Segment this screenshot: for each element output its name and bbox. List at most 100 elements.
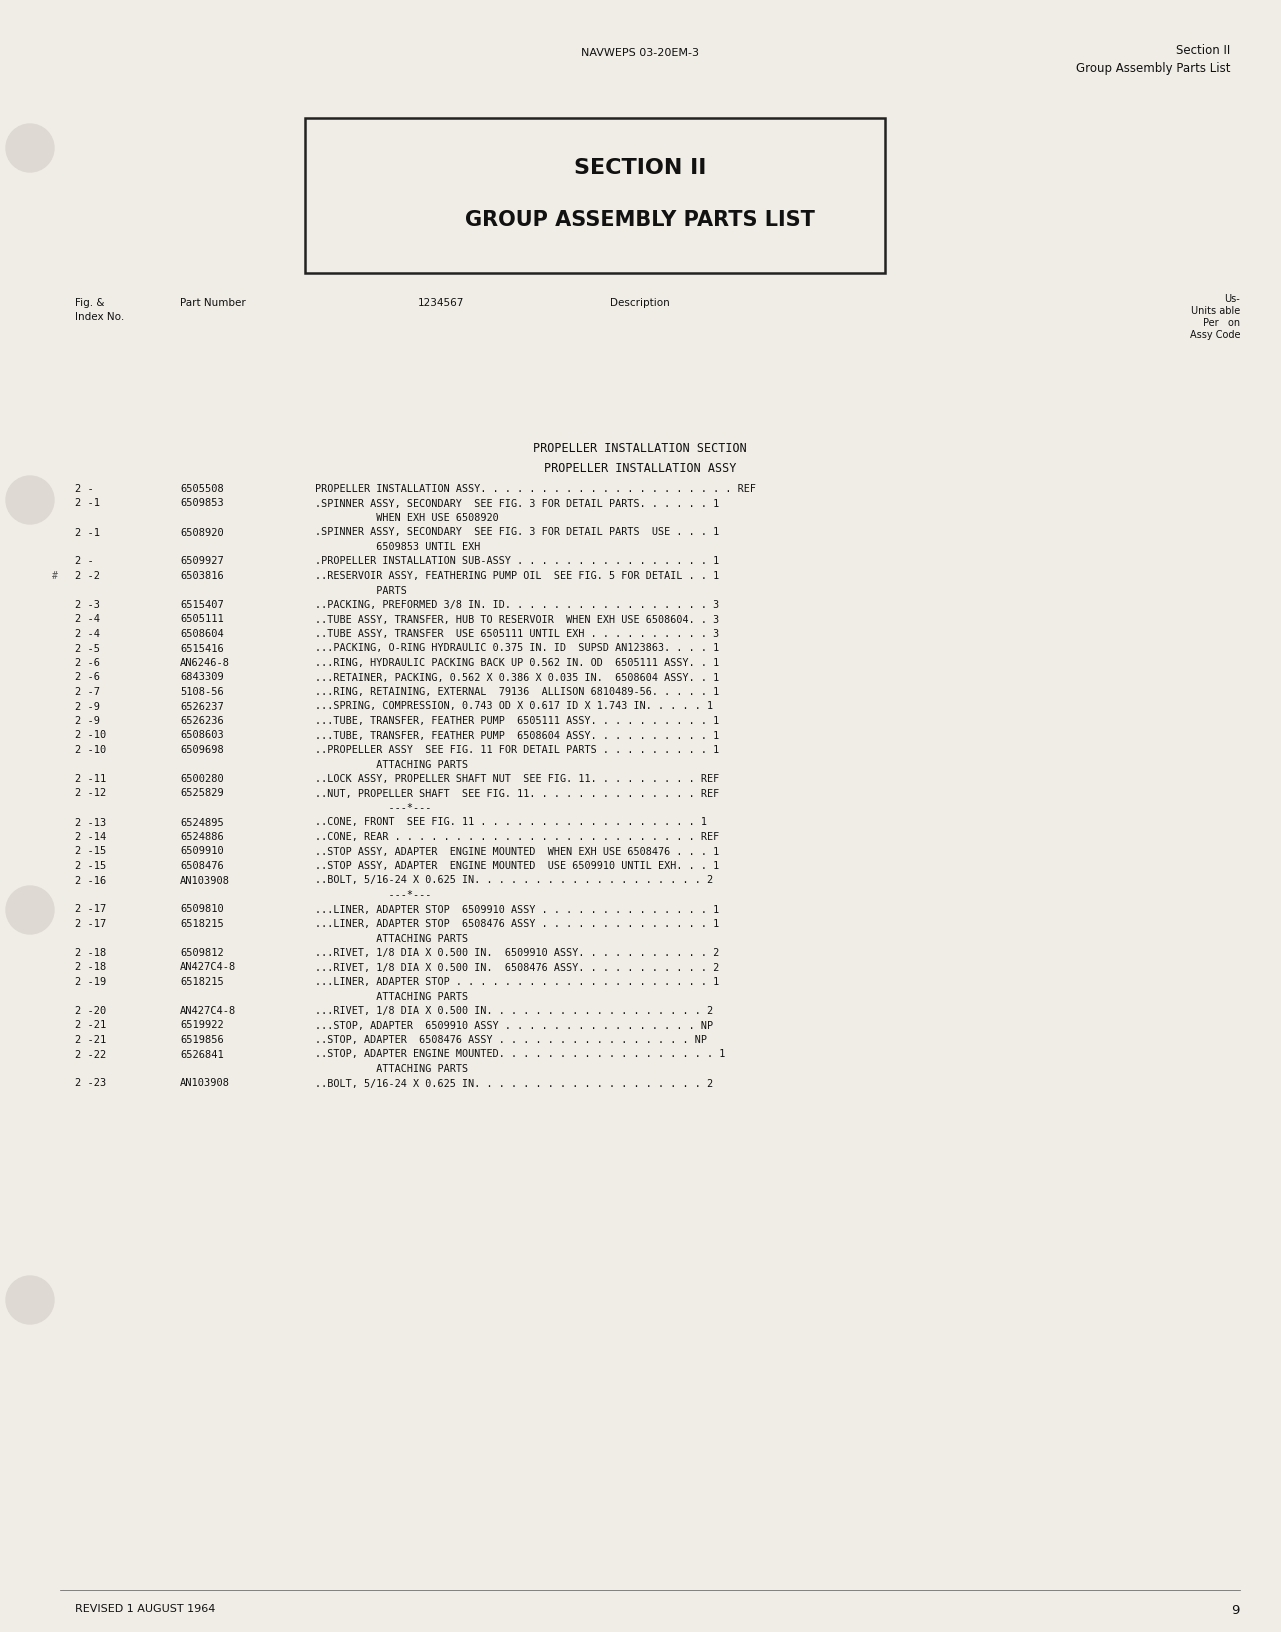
Text: 2 -1: 2 -1 bbox=[76, 527, 100, 537]
Text: Units able: Units able bbox=[1191, 307, 1240, 317]
Text: ..STOP, ADAPTER  6508476 ASSY . . . . . . . . . . . . . . . . NP: ..STOP, ADAPTER 6508476 ASSY . . . . . .… bbox=[315, 1035, 707, 1044]
Text: 2 -: 2 - bbox=[76, 485, 94, 494]
Text: ...RETAINER, PACKING, 0.562 X 0.386 X 0.035 IN.  6508604 ASSY. . 1: ...RETAINER, PACKING, 0.562 X 0.386 X 0.… bbox=[315, 672, 719, 682]
Text: .SPINNER ASSY, SECONDARY  SEE FIG. 3 FOR DETAIL PARTS  USE . . . 1: .SPINNER ASSY, SECONDARY SEE FIG. 3 FOR … bbox=[315, 527, 719, 537]
Text: 6525829: 6525829 bbox=[181, 788, 224, 798]
Text: 6500280: 6500280 bbox=[181, 774, 224, 783]
Text: 6505508: 6505508 bbox=[181, 485, 224, 494]
Text: .SPINNER ASSY, SECONDARY  SEE FIG. 3 FOR DETAIL PARTS. . . . . . 1: .SPINNER ASSY, SECONDARY SEE FIG. 3 FOR … bbox=[315, 498, 719, 509]
Text: 2 -1: 2 -1 bbox=[76, 498, 100, 509]
Text: AN103908: AN103908 bbox=[181, 875, 231, 886]
Text: 2 -2: 2 -2 bbox=[76, 571, 100, 581]
Text: ...RIVET, 1/8 DIA X 0.500 IN.  6509910 ASSY. . . . . . . . . . . 2: ...RIVET, 1/8 DIA X 0.500 IN. 6509910 AS… bbox=[315, 948, 719, 958]
Text: ..TUBE ASSY, TRANSFER  USE 6505111 UNTIL EXH . . . . . . . . . . 3: ..TUBE ASSY, TRANSFER USE 6505111 UNTIL … bbox=[315, 628, 719, 640]
Text: ...PACKING, O-RING HYDRAULIC 0.375 IN. ID  SUPSD AN123863. . . . 1: ...PACKING, O-RING HYDRAULIC 0.375 IN. I… bbox=[315, 643, 719, 653]
Text: 9: 9 bbox=[1231, 1604, 1240, 1617]
Text: ..BOLT, 5/16-24 X 0.625 IN. . . . . . . . . . . . . . . . . . . 2: ..BOLT, 5/16-24 X 0.625 IN. . . . . . . … bbox=[315, 875, 714, 886]
Text: 2 -6: 2 -6 bbox=[76, 672, 100, 682]
Text: ---*---: ---*--- bbox=[315, 803, 432, 813]
Text: 2 -4: 2 -4 bbox=[76, 615, 100, 625]
Text: 6518215: 6518215 bbox=[181, 919, 224, 929]
Text: 6509910: 6509910 bbox=[181, 847, 224, 857]
Text: NAVWEPS 03-20EM-3: NAVWEPS 03-20EM-3 bbox=[582, 47, 699, 59]
Text: 6519922: 6519922 bbox=[181, 1020, 224, 1030]
Circle shape bbox=[6, 124, 54, 171]
Text: ATTACHING PARTS: ATTACHING PARTS bbox=[315, 934, 468, 943]
Text: 2 -17: 2 -17 bbox=[76, 919, 106, 929]
Text: 6508476: 6508476 bbox=[181, 862, 224, 871]
Text: 5108-56: 5108-56 bbox=[181, 687, 224, 697]
Text: AN6246-8: AN6246-8 bbox=[181, 658, 231, 667]
Text: ...RIVET, 1/8 DIA X 0.500 IN. . . . . . . . . . . . . . . . . . 2: ...RIVET, 1/8 DIA X 0.500 IN. . . . . . … bbox=[315, 1005, 714, 1017]
Text: ..PROPELLER ASSY  SEE FIG. 11 FOR DETAIL PARTS . . . . . . . . . 1: ..PROPELLER ASSY SEE FIG. 11 FOR DETAIL … bbox=[315, 744, 719, 756]
Text: 2 -21: 2 -21 bbox=[76, 1020, 106, 1030]
Text: 6509853 UNTIL EXH: 6509853 UNTIL EXH bbox=[315, 542, 480, 552]
Text: Us-: Us- bbox=[1225, 294, 1240, 304]
Text: 2 -21: 2 -21 bbox=[76, 1035, 106, 1044]
Text: ...RIVET, 1/8 DIA X 0.500 IN.  6508476 ASSY. . . . . . . . . . . 2: ...RIVET, 1/8 DIA X 0.500 IN. 6508476 AS… bbox=[315, 963, 719, 973]
Text: 6519856: 6519856 bbox=[181, 1035, 224, 1044]
Text: Assy Code: Assy Code bbox=[1190, 330, 1240, 339]
Text: 2 -9: 2 -9 bbox=[76, 716, 100, 726]
Text: 2 -13: 2 -13 bbox=[76, 818, 106, 827]
Text: 6508603: 6508603 bbox=[181, 731, 224, 741]
Text: 2 -15: 2 -15 bbox=[76, 862, 106, 871]
Circle shape bbox=[6, 477, 54, 524]
Text: 6524886: 6524886 bbox=[181, 832, 224, 842]
Text: ..NUT, PROPELLER SHAFT  SEE FIG. 11. . . . . . . . . . . . . . REF: ..NUT, PROPELLER SHAFT SEE FIG. 11. . . … bbox=[315, 788, 719, 798]
Text: Fig. &: Fig. & bbox=[76, 299, 105, 308]
Text: 2 -: 2 - bbox=[76, 557, 94, 566]
Text: ATTACHING PARTS: ATTACHING PARTS bbox=[315, 992, 468, 1002]
Text: ...RING, HYDRAULIC PACKING BACK UP 0.562 IN. OD  6505111 ASSY. . 1: ...RING, HYDRAULIC PACKING BACK UP 0.562… bbox=[315, 658, 719, 667]
Text: SECTION II: SECTION II bbox=[574, 158, 706, 178]
Bar bbox=[305, 118, 885, 273]
Text: AN103908: AN103908 bbox=[181, 1079, 231, 1089]
Text: ---*---: ---*--- bbox=[315, 889, 432, 899]
Text: 2 -20: 2 -20 bbox=[76, 1005, 106, 1017]
Text: Group Assembly Parts List: Group Assembly Parts List bbox=[1076, 62, 1230, 75]
Text: ..TUBE ASSY, TRANSFER, HUB TO RESERVOIR  WHEN EXH USE 6508604. . 3: ..TUBE ASSY, TRANSFER, HUB TO RESERVOIR … bbox=[315, 615, 719, 625]
Text: 2 -10: 2 -10 bbox=[76, 744, 106, 756]
Text: 2 -18: 2 -18 bbox=[76, 963, 106, 973]
Text: 2 -17: 2 -17 bbox=[76, 904, 106, 914]
Text: ...TUBE, TRANSFER, FEATHER PUMP  6505111 ASSY. . . . . . . . . . 1: ...TUBE, TRANSFER, FEATHER PUMP 6505111 … bbox=[315, 716, 719, 726]
Text: Section II: Section II bbox=[1176, 44, 1230, 57]
Text: ...RING, RETAINING, EXTERNAL  79136  ALLISON 6810489-56. . . . . 1: ...RING, RETAINING, EXTERNAL 79136 ALLIS… bbox=[315, 687, 719, 697]
Text: PROPELLER INSTALLATION SECTION: PROPELLER INSTALLATION SECTION bbox=[533, 442, 747, 455]
Text: ...TUBE, TRANSFER, FEATHER PUMP  6508604 ASSY. . . . . . . . . . 1: ...TUBE, TRANSFER, FEATHER PUMP 6508604 … bbox=[315, 731, 719, 741]
Text: ...SPRING, COMPRESSION, 0.743 OD X 0.617 ID X 1.743 IN. . . . . 1: ...SPRING, COMPRESSION, 0.743 OD X 0.617… bbox=[315, 702, 714, 712]
Text: 1234567: 1234567 bbox=[418, 299, 465, 308]
Text: 6505111: 6505111 bbox=[181, 615, 224, 625]
Text: ..STOP, ADAPTER ENGINE MOUNTED. . . . . . . . . . . . . . . . . . 1: ..STOP, ADAPTER ENGINE MOUNTED. . . . . … bbox=[315, 1049, 725, 1059]
Text: PROPELLER INSTALLATION ASSY: PROPELLER INSTALLATION ASSY bbox=[544, 462, 737, 475]
Text: ...LINER, ADAPTER STOP  6509910 ASSY . . . . . . . . . . . . . . 1: ...LINER, ADAPTER STOP 6509910 ASSY . . … bbox=[315, 904, 719, 914]
Text: 2 -19: 2 -19 bbox=[76, 978, 106, 987]
Text: #: # bbox=[53, 571, 58, 581]
Text: 6526841: 6526841 bbox=[181, 1049, 224, 1059]
Text: ...LINER, ADAPTER STOP . . . . . . . . . . . . . . . . . . . . . 1: ...LINER, ADAPTER STOP . . . . . . . . .… bbox=[315, 978, 719, 987]
Text: AN427C4-8: AN427C4-8 bbox=[181, 1005, 236, 1017]
Text: GROUP ASSEMBLY PARTS LIST: GROUP ASSEMBLY PARTS LIST bbox=[465, 211, 815, 230]
Text: 2 -22: 2 -22 bbox=[76, 1049, 106, 1059]
Text: 6509853: 6509853 bbox=[181, 498, 224, 509]
Text: 2 -16: 2 -16 bbox=[76, 875, 106, 886]
Text: 6526237: 6526237 bbox=[181, 702, 224, 712]
Text: 6509698: 6509698 bbox=[181, 744, 224, 756]
Text: ..RESERVOIR ASSY, FEATHERING PUMP OIL  SEE FIG. 5 FOR DETAIL . . 1: ..RESERVOIR ASSY, FEATHERING PUMP OIL SE… bbox=[315, 571, 719, 581]
Text: ..PACKING, PREFORMED 3/8 IN. ID. . . . . . . . . . . . . . . . . 3: ..PACKING, PREFORMED 3/8 IN. ID. . . . .… bbox=[315, 601, 719, 610]
Text: 2 -10: 2 -10 bbox=[76, 731, 106, 741]
Text: 2 -9: 2 -9 bbox=[76, 702, 100, 712]
Text: 6508920: 6508920 bbox=[181, 527, 224, 537]
Text: 6843309: 6843309 bbox=[181, 672, 224, 682]
Text: 2 -15: 2 -15 bbox=[76, 847, 106, 857]
Text: REVISED 1 AUGUST 1964: REVISED 1 AUGUST 1964 bbox=[76, 1604, 215, 1614]
Text: 6515416: 6515416 bbox=[181, 643, 224, 653]
Text: ..CONE, FRONT  SEE FIG. 11 . . . . . . . . . . . . . . . . . . 1: ..CONE, FRONT SEE FIG. 11 . . . . . . . … bbox=[315, 818, 707, 827]
Text: 2 -7: 2 -7 bbox=[76, 687, 100, 697]
Text: 2 -4: 2 -4 bbox=[76, 628, 100, 640]
Text: .PROPELLER INSTALLATION SUB-ASSY . . . . . . . . . . . . . . . . 1: .PROPELLER INSTALLATION SUB-ASSY . . . .… bbox=[315, 557, 719, 566]
Text: 6515407: 6515407 bbox=[181, 601, 224, 610]
Text: WHEN EXH USE 6508920: WHEN EXH USE 6508920 bbox=[315, 512, 498, 522]
Text: 2 -14: 2 -14 bbox=[76, 832, 106, 842]
Text: 6524895: 6524895 bbox=[181, 818, 224, 827]
